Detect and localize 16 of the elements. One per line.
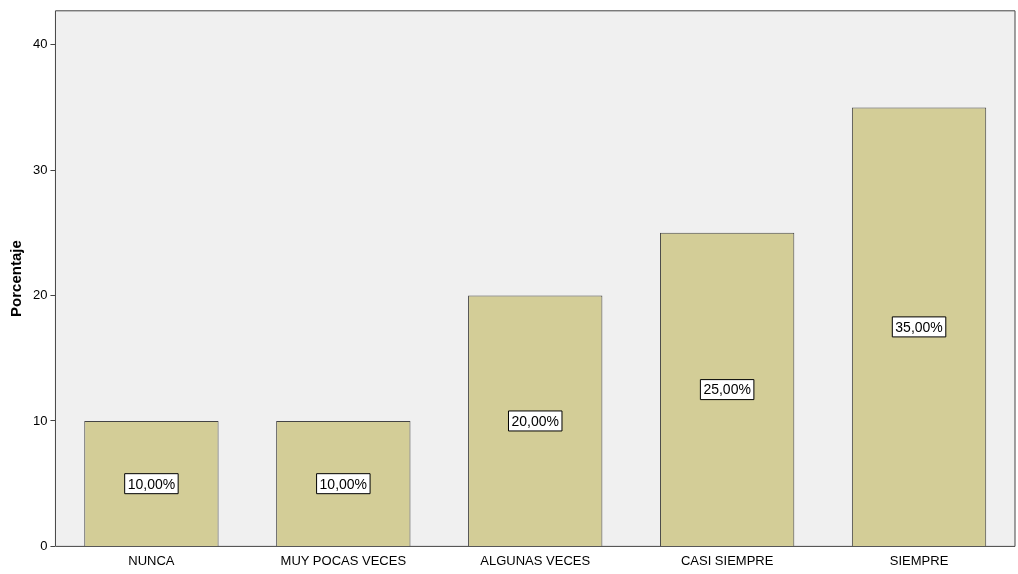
x-tick-label: MUY POCAS VECES [280,552,407,568]
data-label: 20,00% [511,412,559,429]
x-tick-label: ALGUNAS VECES [480,552,591,568]
y-tick-label: 0 [40,537,48,553]
x-tick-label: CASI SIEMPRE [680,552,774,568]
x-tick-label: NUNCA [128,552,175,568]
y-tick-label: 30 [32,161,48,177]
y-axis-title: Porcentaje [7,240,25,317]
y-tick-label: 40 [32,36,48,52]
data-label: 10,00% [319,475,368,492]
data-label: 10,00% [127,475,176,492]
data-label: 35,00% [895,318,943,335]
y-tick-label: 20 [32,287,48,303]
data-label: 25,00% [703,381,751,398]
y-tick-label: 10 [32,412,48,428]
x-tick-label: SIEMPRE [889,552,949,568]
